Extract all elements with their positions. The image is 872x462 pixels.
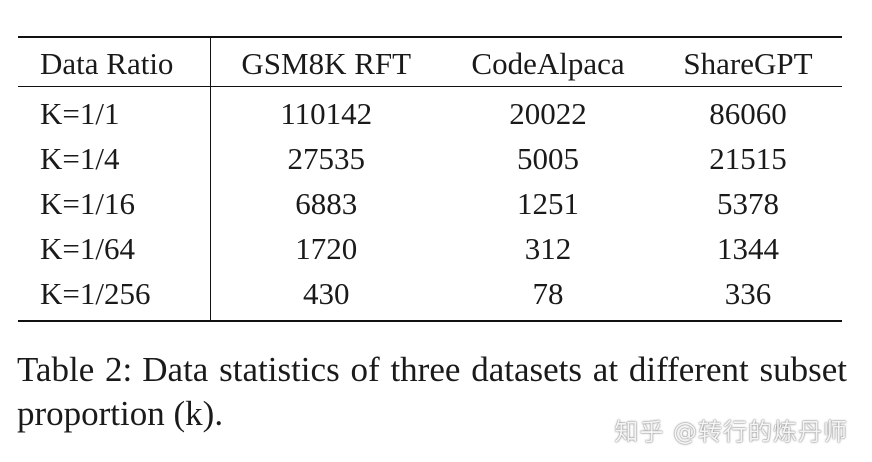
table-header-row: Data Ratio GSM8K RFT CodeAlpaca ShareGPT bbox=[18, 37, 842, 87]
header-gsm8k-rft: GSM8K RFT bbox=[241, 45, 412, 81]
sharegpt-cell: 86060 bbox=[709, 96, 787, 131]
codealpaca-cell: 1251 bbox=[517, 186, 579, 221]
sharegpt-cell: 5378 bbox=[717, 186, 779, 221]
ratio-cell: K=1/256 bbox=[18, 271, 211, 321]
statistics-table-container: Data Ratio GSM8K RFT CodeAlpaca ShareGPT… bbox=[18, 36, 842, 322]
table-row: K=1/1 110142 20022 86060 bbox=[18, 86, 842, 136]
ratio-cell: K=1/64 bbox=[18, 226, 211, 271]
header-sharegpt: ShareGPT bbox=[683, 45, 813, 81]
caption-label: Table 2: bbox=[17, 350, 133, 389]
caption-text: Data statistics of three datasets at dif… bbox=[17, 350, 847, 433]
codealpaca-cell: 5005 bbox=[517, 141, 579, 176]
codealpaca-cell: 312 bbox=[524, 231, 572, 266]
sharegpt-cell: 21515 bbox=[709, 141, 787, 176]
codealpaca-cell: 20022 bbox=[509, 96, 587, 131]
ratio-cell: K=1/4 bbox=[18, 136, 211, 181]
gsm8k-cell: 430 bbox=[303, 276, 350, 311]
table-row: K=1/16 6883 1251 5378 bbox=[18, 181, 842, 226]
ratio-cell: K=1/16 bbox=[18, 181, 211, 226]
header-codealpaca: CodeAlpaca bbox=[471, 45, 625, 81]
table-row: K=1/4 27535 5005 21515 bbox=[18, 136, 842, 181]
data-statistics-table: Data Ratio GSM8K RFT CodeAlpaca ShareGPT… bbox=[18, 36, 842, 322]
sharegpt-cell: 336 bbox=[724, 276, 772, 311]
codealpaca-cell: 78 bbox=[532, 276, 564, 311]
table-row: K=1/256 430 78 336 bbox=[18, 271, 842, 321]
gsm8k-cell: 110142 bbox=[280, 96, 373, 131]
gsm8k-cell: 6883 bbox=[295, 186, 358, 221]
gsm8k-cell: 1720 bbox=[295, 231, 358, 266]
header-data-ratio: Data Ratio bbox=[18, 37, 211, 87]
table-row: K=1/64 1720 312 1344 bbox=[18, 226, 842, 271]
gsm8k-cell: 27535 bbox=[287, 141, 366, 176]
sharegpt-cell: 1344 bbox=[717, 231, 779, 266]
zhihu-watermark: 知乎 @转行的炼丹师 bbox=[614, 418, 848, 446]
ratio-cell: K=1/1 bbox=[18, 86, 211, 136]
table-caption: Table 2: Data statistics of three dataset… bbox=[17, 348, 847, 436]
